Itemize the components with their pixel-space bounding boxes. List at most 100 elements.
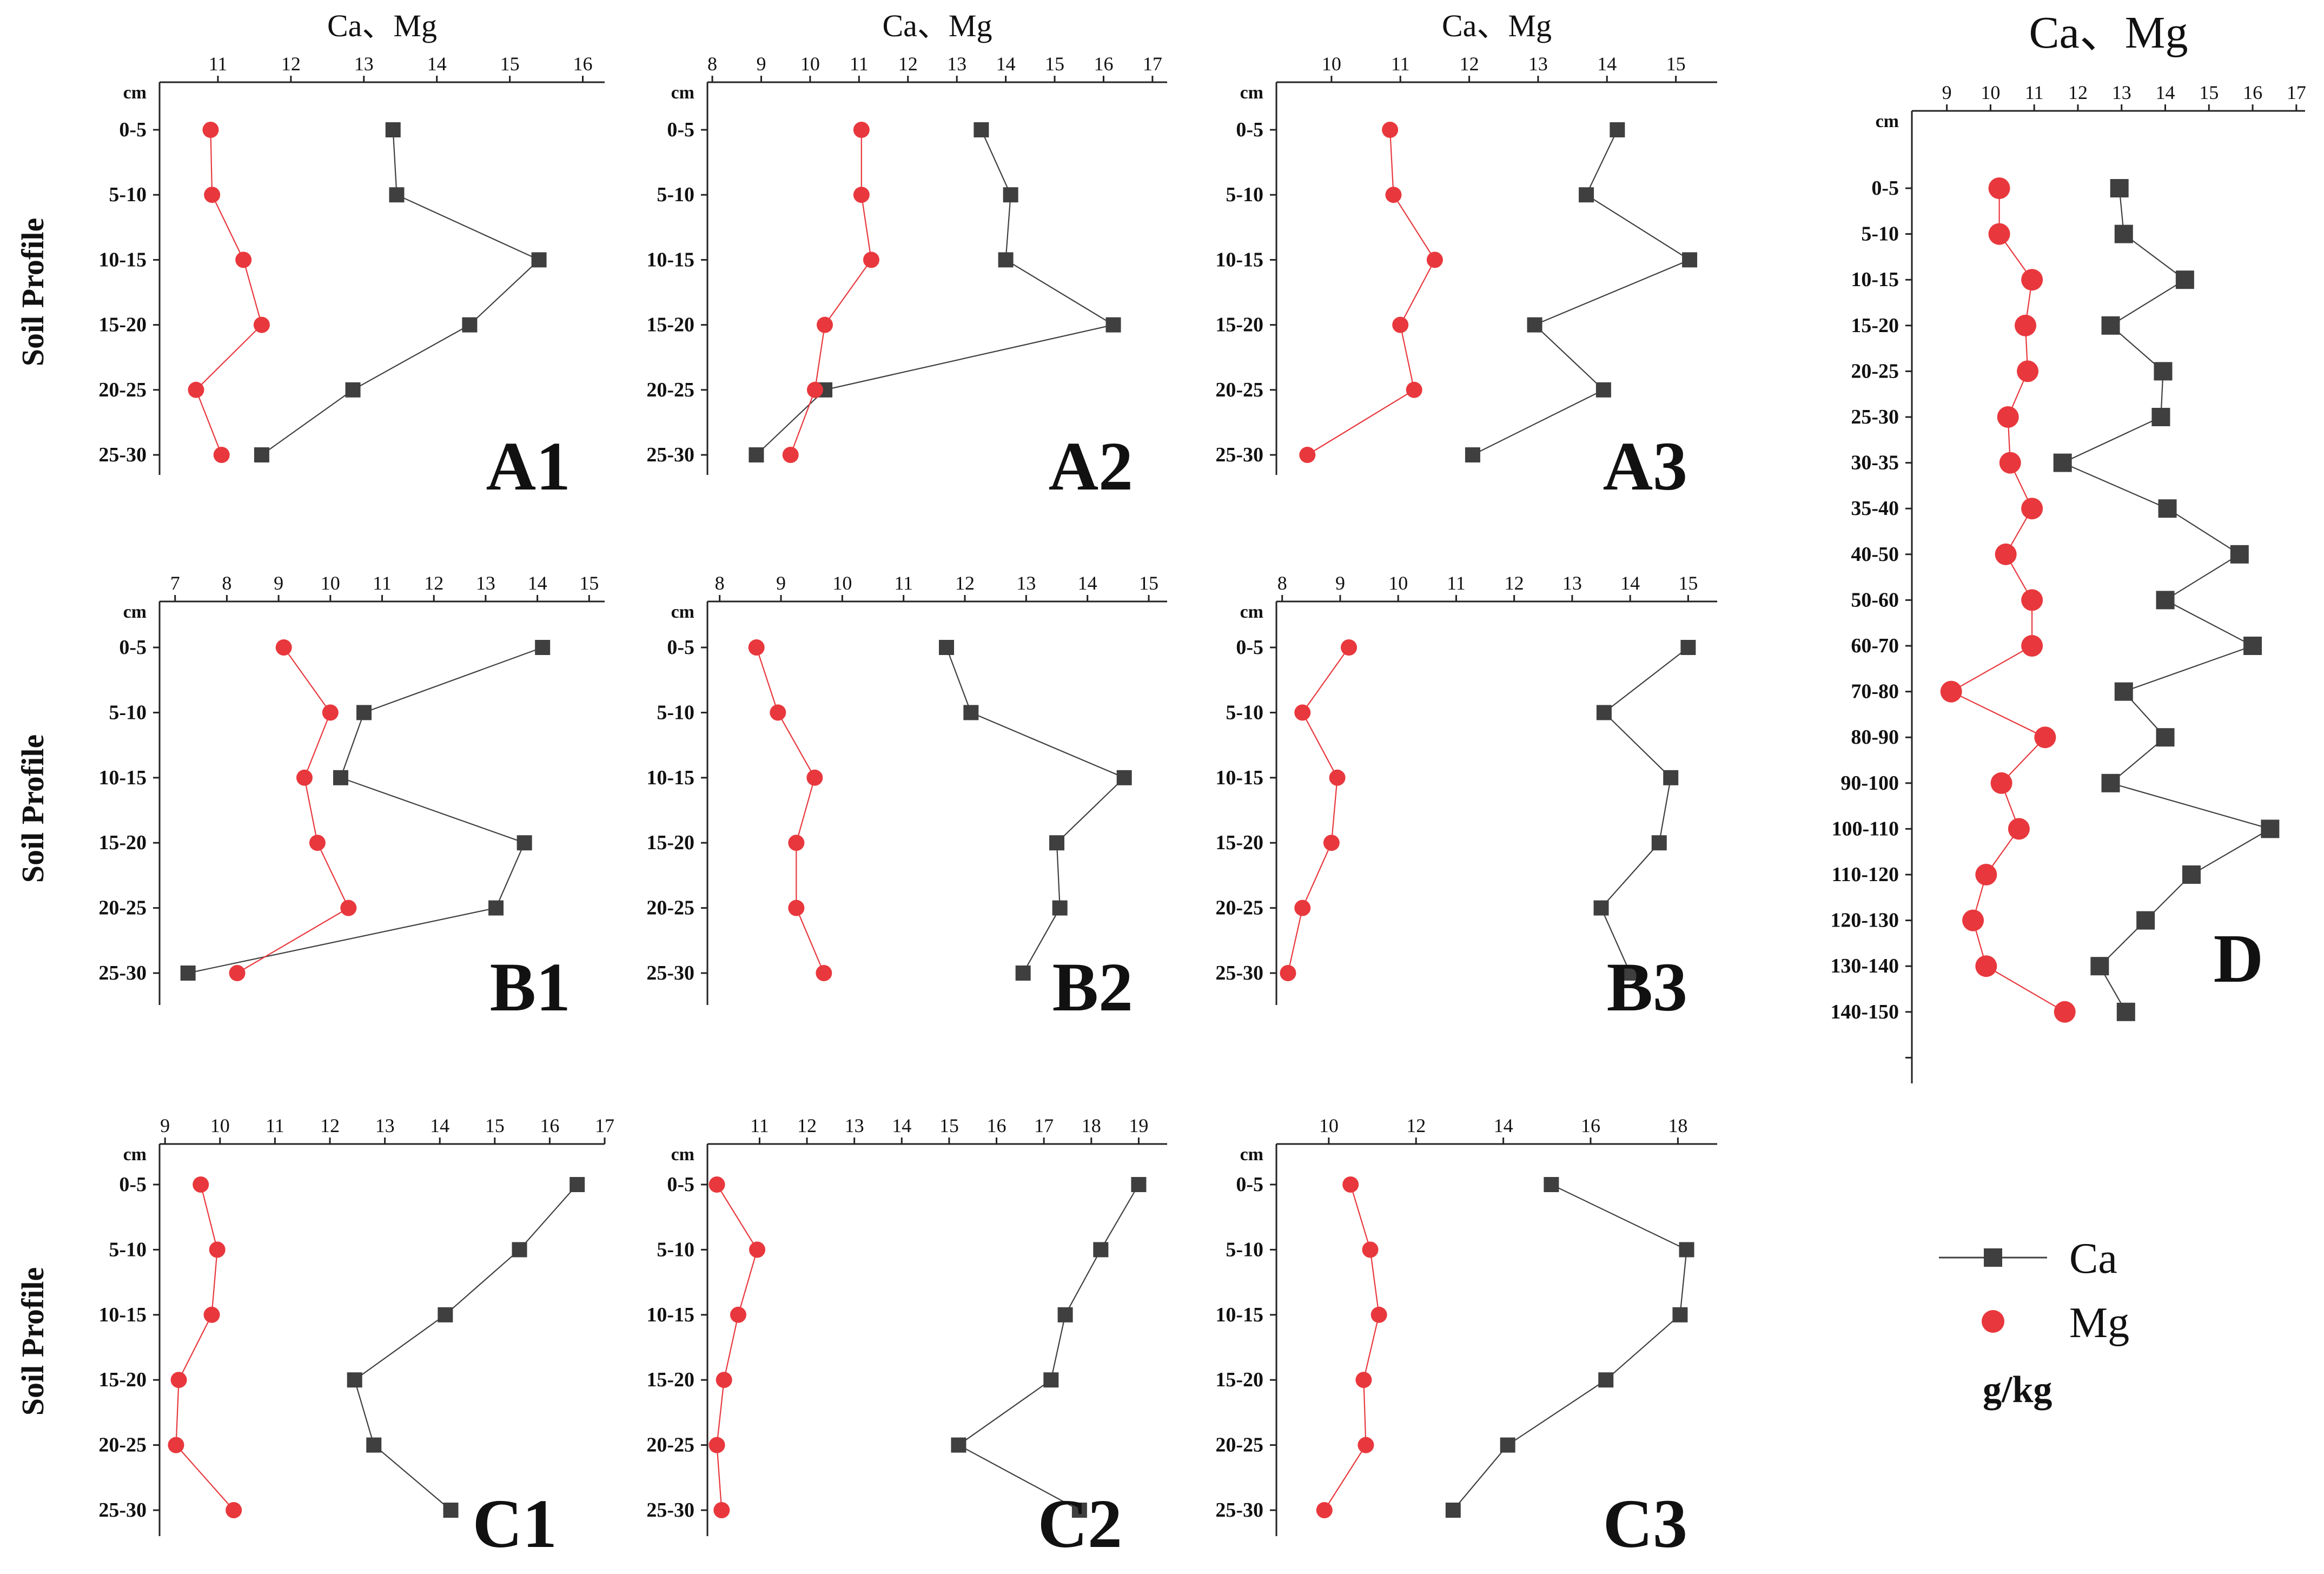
ca-point-c2 <box>1071 1503 1087 1518</box>
ca-point-c1 <box>366 1437 382 1453</box>
depth-label-b1: 25-30 <box>98 962 147 984</box>
ca-point-b2 <box>1052 900 1068 916</box>
depth-label-a3: 10-15 <box>1215 248 1263 271</box>
depth-label-b1: 5-10 <box>109 701 147 724</box>
depth-label-b2: 0-5 <box>667 636 694 659</box>
mg-point-a3 <box>1406 381 1422 398</box>
mg-point-a2 <box>817 316 833 333</box>
mg-point-a2 <box>806 381 823 398</box>
x-tick-label-a1: 11 <box>209 53 228 75</box>
panel-label-c2: C2 <box>1038 1485 1122 1562</box>
x-tick-label-a2: 9 <box>756 53 766 75</box>
x-tick-label-d: 15 <box>2199 82 2219 103</box>
ca-point-d <box>2090 957 2109 976</box>
ca-line-b2 <box>945 647 1125 974</box>
ca-point-a2 <box>1105 317 1121 333</box>
x-tick-label-a2: 12 <box>898 53 918 75</box>
ca-point-a1 <box>345 382 361 398</box>
x-tick-label-a3: 14 <box>1597 53 1617 75</box>
mg-point-a1 <box>213 447 230 463</box>
legend: Ca Mg g/kg <box>1939 1235 2129 1411</box>
depth-label-c2: 15-20 <box>646 1368 694 1391</box>
x-tick-label-b2: 9 <box>776 572 786 594</box>
depth-label-a3: 15-20 <box>1215 314 1263 336</box>
x-tick-label-d: 13 <box>2112 82 2131 103</box>
x-tick-label-b2: 12 <box>955 572 975 594</box>
panels-layer: 11 12 13 14 15 16 cm 0-5 5-10 10-15 15-20 20-25 25-3… <box>98 8 2306 1562</box>
mg-point-b2 <box>788 835 805 851</box>
x-tick-label-a1: 14 <box>427 53 447 75</box>
x-tick-label-d: 17 <box>2287 82 2306 103</box>
x-tick-label-c2: 15 <box>939 1115 959 1136</box>
ca-line-a2 <box>756 129 1115 455</box>
depth-label-b1: 0-5 <box>119 636 147 659</box>
x-tick-label-c1: 16 <box>540 1115 559 1136</box>
x-tick-label-b3: 9 <box>1335 572 1345 594</box>
mg-point-d <box>2017 360 2039 382</box>
ca-point-c3 <box>1500 1437 1515 1453</box>
mg-point-a3 <box>1426 252 1443 268</box>
x-tick-label-b1: 12 <box>424 572 443 594</box>
x-tick-label-b2: 14 <box>1078 572 1097 594</box>
panel-d: 9 10 11 12 13 14 15 16 17 cm 0-5 5-10 10-15 15-20 20-2… <box>1830 8 2306 1083</box>
mg-point-d <box>2021 589 2043 611</box>
mg-point-b2 <box>770 704 786 721</box>
mg-point-b3 <box>1329 769 1346 786</box>
mg-point-d <box>1999 452 2021 474</box>
x-tick-label-b1: 15 <box>579 572 599 594</box>
x-tick-label-c1: 14 <box>430 1115 449 1136</box>
depth-label-d: 120-130 <box>1830 909 1899 932</box>
depth-label-d: 25-30 <box>1851 406 1899 428</box>
ca-point-d <box>2158 499 2177 518</box>
mg-point-c2 <box>713 1502 730 1518</box>
depth-label-c2: 0-5 <box>667 1173 694 1196</box>
depth-label-b1: 20-25 <box>98 897 147 920</box>
x-tick-label-b3: 14 <box>1620 572 1640 594</box>
depth-label-d: 60-70 <box>1851 634 1899 657</box>
mg-point-d <box>2021 498 2043 520</box>
mg-point-a2 <box>782 447 799 463</box>
depth-label-d: 15-20 <box>1851 314 1899 337</box>
mg-point-d <box>1995 543 2017 565</box>
legend-unit: g/kg <box>1983 1369 2052 1411</box>
x-tick-label-c2: 17 <box>1034 1115 1054 1136</box>
depth-label-a1: 0-5 <box>119 118 147 141</box>
depth-label-b2: 25-30 <box>646 962 694 984</box>
x-tick-label-c3: 16 <box>1581 1115 1600 1136</box>
x-tick-label-a3: 13 <box>1528 53 1548 75</box>
depth-label-d: 35-40 <box>1851 497 1899 520</box>
legend-mg-marker <box>1982 1310 2004 1333</box>
ca-point-c1 <box>570 1177 585 1192</box>
mg-point-b2 <box>788 900 805 916</box>
ca-point-c3 <box>1598 1372 1614 1388</box>
ca-point-d <box>2114 224 2133 243</box>
ca-point-c1 <box>443 1503 459 1518</box>
x-tick-label-c1: 17 <box>595 1115 614 1136</box>
x-tick-label-a1: 13 <box>354 53 374 75</box>
ca-point-a1 <box>385 122 401 137</box>
depth-label-a2: 5-10 <box>657 183 694 206</box>
mg-point-b1 <box>340 900 357 916</box>
depth-label-c1: 15-20 <box>98 1368 147 1391</box>
ca-point-a3 <box>1595 382 1611 398</box>
mg-point-c1 <box>193 1176 209 1193</box>
ca-point-d <box>2110 179 2129 197</box>
panel-label-a3: A3 <box>1603 428 1687 505</box>
mg-point-c1 <box>203 1306 220 1323</box>
y-axis-labels: Soil Profile Soil Profile Soil Profile <box>15 218 50 1416</box>
mg-point-d <box>1988 223 2010 245</box>
mg-point-d <box>2021 635 2043 657</box>
depth-label-b2: 5-10 <box>657 701 694 724</box>
panel-label-d: D <box>2214 920 2263 997</box>
legend-ca-label: Ca <box>2069 1235 2117 1282</box>
mg-line-c1 <box>175 1184 235 1511</box>
depth-label-d: 30-35 <box>1851 452 1899 474</box>
mg-point-c3 <box>1316 1502 1333 1518</box>
ca-point-b1 <box>333 770 348 785</box>
mg-point-d <box>2015 314 2037 336</box>
mg-point-d <box>2034 726 2056 749</box>
mg-point-c2 <box>709 1176 725 1193</box>
ca-point-b2 <box>963 705 979 720</box>
mg-point-c2 <box>749 1241 766 1258</box>
ca-point-c3 <box>1445 1503 1461 1518</box>
